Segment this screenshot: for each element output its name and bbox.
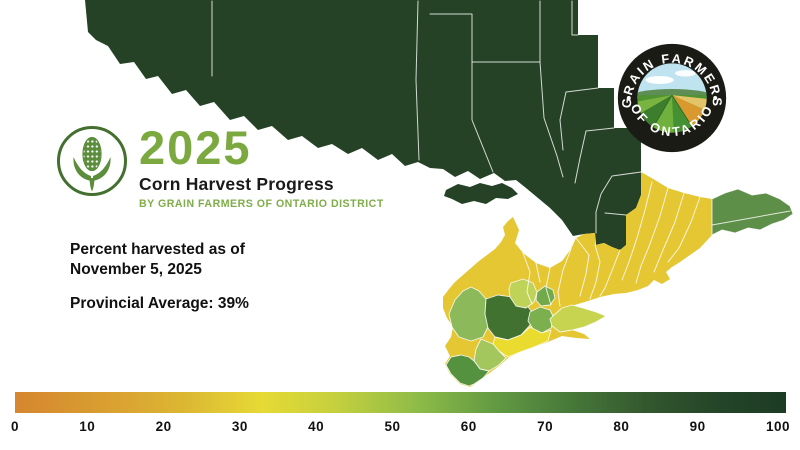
title-heading: Corn Harvest Progress [139,173,334,194]
scale-tick: 30 [231,419,248,434]
region-manitoulin [444,183,518,204]
scale-tick: 100 [765,419,790,434]
region-niagara-brant [549,304,607,333]
scale-gradient-bar [15,392,786,413]
district-boundary-lines [211,0,791,307]
provincial-average-text: Provincial Average: 39% [70,295,249,312]
corn-icon [57,126,127,196]
scale-tick: 40 [308,419,325,434]
region-chatham-kent [473,338,507,372]
scale-tick: 60 [460,419,477,434]
title-year: 2025 [139,121,252,174]
scale-tick: 70 [537,419,554,434]
region-nw-island [97,9,121,26]
as-of-text: Percent harvested as of November 5, 2025 [70,240,245,280]
scale-tick: 20 [155,419,172,434]
title-subheading: BY GRAIN FARMERS OF ONTARIO DISTRICT [139,197,384,210]
as-of-line2: November 5, 2025 [70,261,202,278]
title-block: 2025 Corn Harvest Progress BY GRAIN FARM… [55,124,384,210]
scale-tick: 10 [79,419,96,434]
region-essex [445,354,490,387]
scale-tick: 50 [384,419,401,434]
region-east-district [711,188,794,236]
region-huron [508,278,538,309]
gfo-logo: GRAIN FARMERS OF ONTARIO [617,43,727,153]
scale-tick: 0 [11,419,20,434]
scale-tick-labels: 0 10 20 30 40 50 60 70 80 90 100 [11,419,790,434]
region-waterloo [527,306,555,334]
as-of-line1: Percent harvested as of [70,241,245,258]
scale-tick: 80 [613,419,630,434]
scale-tick: 90 [689,419,706,434]
